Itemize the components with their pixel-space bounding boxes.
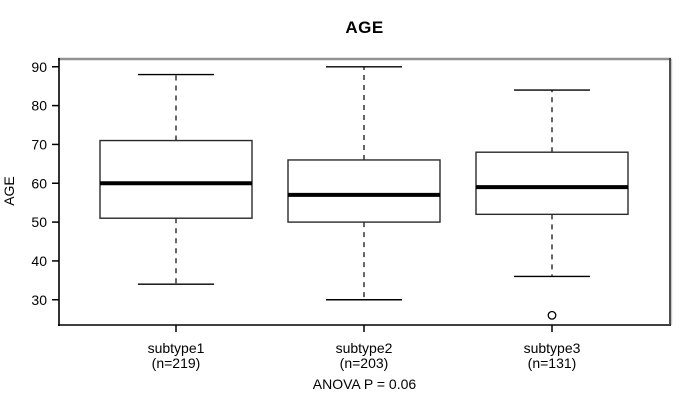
y-axis-tick-label: 80 — [31, 98, 47, 114]
anova-annotation: ANOVA P = 0.06 — [312, 376, 417, 392]
x-axis-n-label: (n=203) — [340, 355, 389, 371]
y-axis-tick-label: 50 — [31, 214, 47, 230]
y-axis-tick-label: 60 — [31, 175, 47, 191]
x-axis-label: subtype1 — [148, 340, 205, 356]
y-axis-tick-label: 70 — [31, 136, 47, 152]
y-axis-tick-label: 40 — [31, 253, 47, 269]
x-axis-n-label: (n=131) — [528, 355, 577, 371]
outlier-point — [547, 310, 557, 320]
x-axis-n-label: (n=219) — [152, 355, 201, 371]
y-axis-tick-label: 90 — [31, 59, 47, 75]
y-axis-tick-label: 30 — [31, 292, 47, 308]
iqr-box — [99, 139, 253, 219]
x-axis-label: subtype2 — [336, 340, 393, 356]
chart-title: AGE — [345, 18, 384, 37]
iqr-box — [475, 151, 629, 216]
x-axis-label: subtype3 — [524, 340, 581, 356]
iqr-box — [287, 159, 441, 223]
